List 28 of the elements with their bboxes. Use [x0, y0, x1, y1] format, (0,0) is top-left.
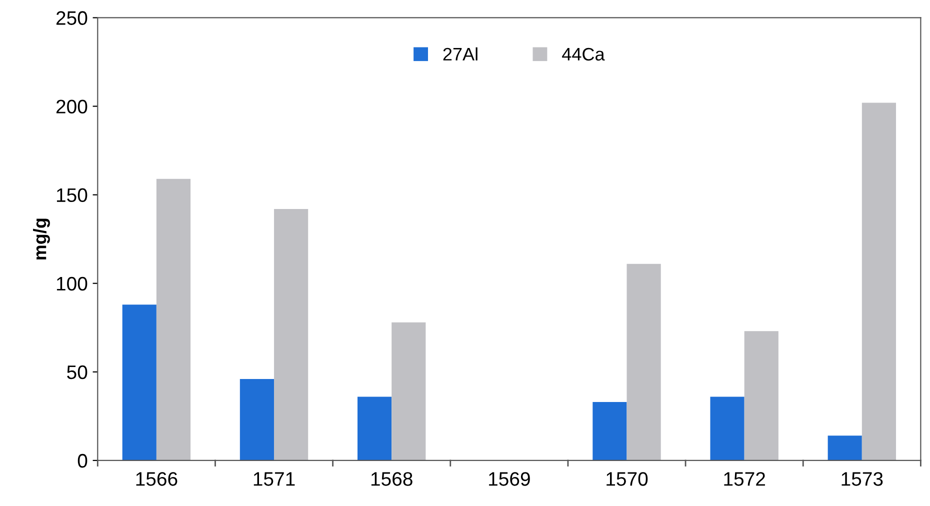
- legend-label: 27Al: [443, 47, 478, 60]
- x-tick-label: 1568: [371, 472, 412, 486]
- x-tick-label: 1566: [136, 472, 178, 486]
- x-tick-label: 1573: [842, 472, 883, 486]
- bar: [744, 331, 778, 460]
- bar: [358, 396, 392, 460]
- y-tick-label: 250: [56, 11, 88, 25]
- bar: [710, 396, 744, 460]
- y-tick-label: 100: [56, 276, 88, 291]
- bar: [156, 178, 191, 460]
- bar: [122, 304, 156, 460]
- x-tick-label: 1571: [254, 472, 295, 486]
- y-axis-title: mg/g: [33, 218, 50, 260]
- x-tick-label: 1570: [606, 472, 648, 486]
- y-tick-label: 150: [56, 188, 88, 202]
- bar: [626, 264, 661, 460]
- y-tick-label: 200: [56, 100, 88, 114]
- bar: [862, 102, 896, 460]
- bar: [592, 402, 627, 460]
- bar: [274, 208, 308, 460]
- x-tick-label: 1572: [724, 472, 765, 486]
- x-tick-label: 1569: [489, 472, 530, 486]
- y-tick-label: 50: [67, 365, 88, 380]
- bar: [392, 322, 426, 460]
- bar: [240, 378, 274, 460]
- legend-label: 44Ca: [562, 48, 605, 61]
- y-tick-label: 0: [78, 454, 88, 468]
- bar: [828, 436, 862, 460]
